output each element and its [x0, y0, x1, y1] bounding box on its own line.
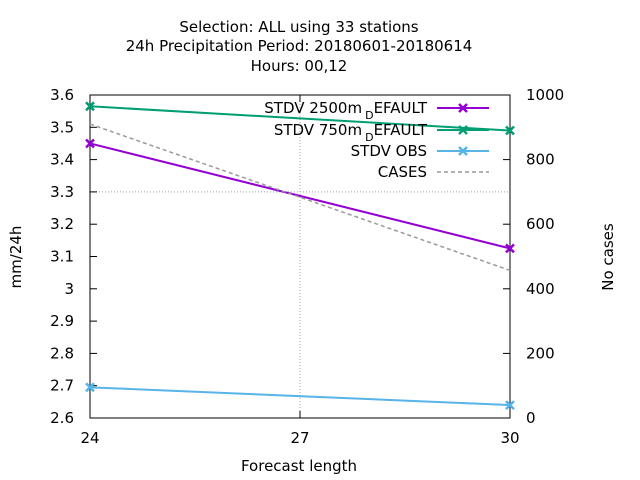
center-grid — [90, 95, 510, 418]
chart-title-line-2: 24h Precipitation Period: 20180601-20180… — [126, 37, 473, 55]
y2-tick-label: 600 — [526, 215, 555, 233]
legend-marker-0 — [458, 103, 468, 113]
y-tick-label: 2.6 — [50, 409, 74, 427]
y-tick-label: 3.1 — [50, 248, 74, 266]
y-tick-label: 3.2 — [50, 215, 74, 233]
chart-title-line-1: Selection: ALL using 33 stations — [179, 18, 418, 36]
x-tick-label: 24 — [80, 429, 99, 447]
series-point-2-0 — [85, 382, 95, 393]
series-point-0-1 — [505, 243, 515, 254]
series-line-1 — [89, 105, 511, 132]
x-tick-label: 30 — [500, 429, 519, 447]
y-axis-label: mm/24h — [7, 226, 25, 289]
x-axis-label: Forecast length — [241, 457, 357, 475]
y-tick-label: 2.9 — [50, 312, 74, 330]
series-line-0 — [89, 142, 511, 250]
y-tick-label: 3.5 — [50, 118, 74, 136]
y2-tick-label: 0 — [526, 409, 536, 427]
legend-marker-2 — [458, 146, 468, 156]
y-tick-label: 3.4 — [50, 151, 74, 169]
y-tick-label: 2.7 — [50, 377, 74, 395]
y2-axis-label: No cases — [599, 223, 617, 291]
x-tick-label: 27 — [290, 429, 309, 447]
y2-tick-label: 800 — [526, 151, 555, 169]
y-tick-label: 2.8 — [50, 344, 74, 362]
legend-label-2: STDV OBS — [351, 142, 427, 160]
legend-label-0: STDV 2500m DEFAULT — [264, 99, 428, 122]
x-axis-ticks: 24 27 30 — [80, 95, 520, 447]
series-point-1-0 — [85, 101, 95, 112]
legend-label-1: STDV 750m DEFAULT — [274, 121, 428, 144]
y2-tick-label: 1000 — [526, 86, 564, 104]
y-tick-label: 3 — [64, 280, 74, 298]
y-axis-ticks: 2.6 2.7 2.8 2.9 3 3.1 3.2 3.3 3.4 3.5 3.6 — [50, 86, 97, 427]
legend-marker-1 — [458, 125, 468, 135]
y-tick-label: 3.6 — [50, 86, 74, 104]
y2-axis-ticks: 0 200 400 600 800 1000 — [503, 86, 564, 427]
series-layer — [85, 101, 515, 410]
series-point-2-1 — [505, 400, 515, 410]
y-tick-label: 3.3 — [50, 183, 74, 201]
y2-tick-label: 200 — [526, 344, 555, 362]
chart-title-line-3: Hours: 00,12 — [251, 57, 348, 75]
series-point-1-1 — [505, 125, 515, 136]
series-line-2 — [89, 386, 511, 407]
y2-tick-label: 400 — [526, 280, 555, 298]
legend-label-3: CASES — [378, 163, 427, 181]
series-point-0-0 — [85, 138, 95, 149]
